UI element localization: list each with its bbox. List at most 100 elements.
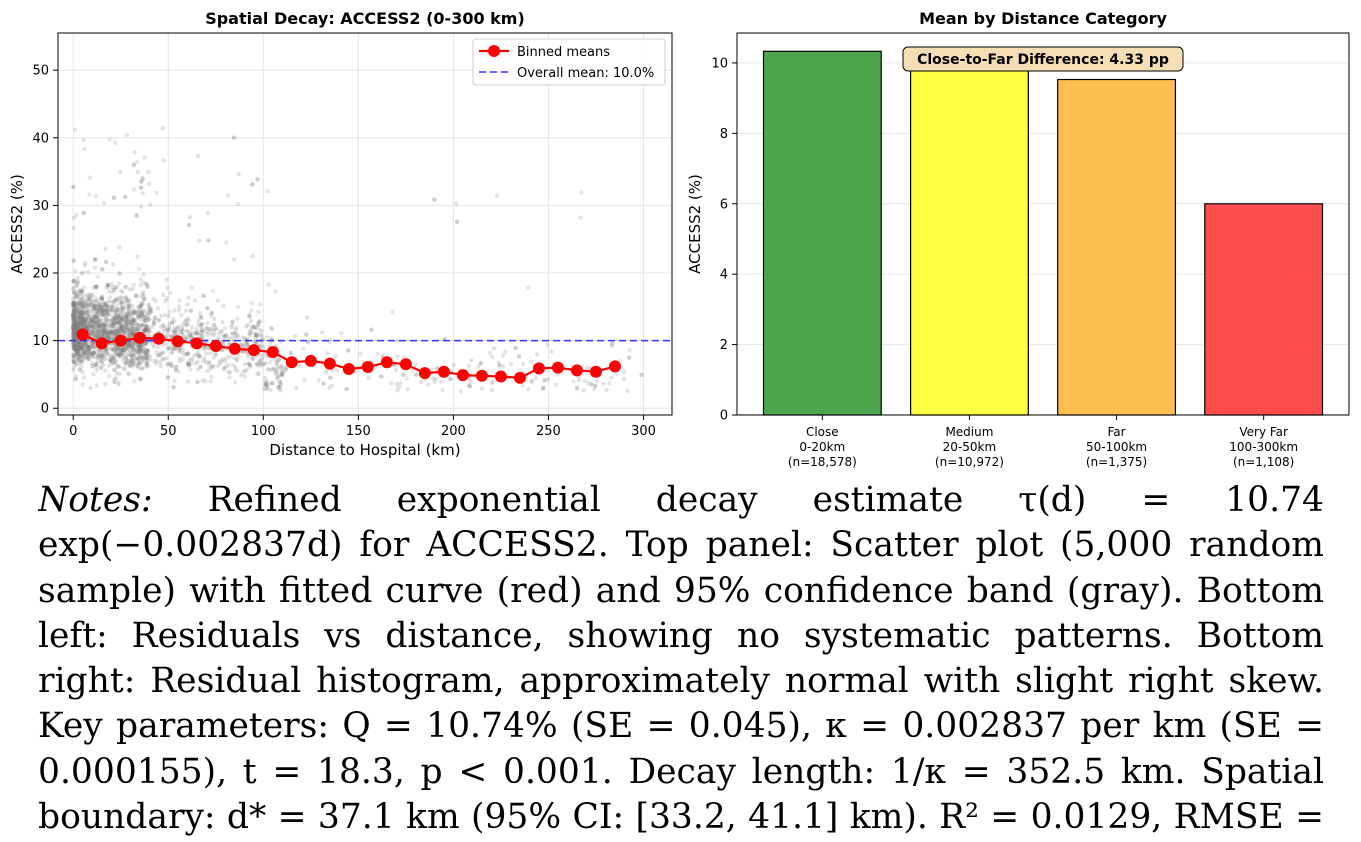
scatter-point [74, 292, 79, 298]
scatter-point [81, 317, 86, 323]
scatter-point [128, 352, 133, 358]
scatter-point [197, 332, 202, 337]
scatter-point [86, 294, 91, 300]
scatter-point [82, 320, 88, 325]
scatter-point [124, 345, 130, 351]
scatter-point [123, 360, 128, 365]
scatter-point [92, 303, 97, 308]
binned-mean-point [190, 337, 203, 350]
scatter-point [76, 296, 81, 301]
scatter-point [165, 362, 170, 367]
figure-notes: Notes: Refined exponential decay estimat… [38, 478, 1324, 838]
scatter-point [280, 373, 285, 378]
scatter-point [265, 334, 270, 340]
scatter-point [344, 386, 349, 392]
scatter-point [248, 330, 253, 335]
scatter-point [79, 320, 85, 325]
scatter-point [114, 302, 120, 308]
scatter-point [139, 300, 144, 306]
scatter-point [114, 320, 119, 325]
scatter-point [88, 344, 93, 349]
scatter-point [91, 324, 96, 330]
scatter-point [571, 379, 576, 384]
scatter-point [186, 318, 192, 323]
scatter-point [167, 310, 172, 315]
scatter-point [187, 215, 192, 220]
scatter-point [137, 352, 142, 357]
scatter-point [268, 381, 273, 386]
scatter-point [141, 272, 146, 277]
scatter-point [145, 309, 150, 315]
scatter-point [131, 330, 136, 336]
scatter-point [143, 328, 148, 333]
scatter-point [71, 359, 76, 364]
scatter-point [73, 268, 78, 274]
scatter-point [80, 312, 85, 318]
scatter-point [253, 325, 258, 331]
scatter-point [103, 348, 108, 353]
scatter-point [72, 308, 78, 313]
scatter-point [393, 367, 399, 373]
scatter-point [107, 307, 112, 313]
scatter-point [167, 321, 172, 326]
scatter-point [278, 381, 283, 386]
scatter-point [529, 359, 534, 365]
scatter-point [165, 362, 170, 367]
scatter-point [496, 360, 501, 365]
scatter-point [154, 190, 159, 195]
scatter-point [127, 313, 133, 318]
scatter-point [156, 353, 161, 358]
scatter-point [102, 300, 107, 306]
scatter-point [110, 330, 115, 336]
scatter-point [71, 258, 76, 263]
scatter-point [98, 365, 104, 370]
scatter-point [185, 302, 190, 307]
scatter-point [118, 347, 123, 353]
scatter-point [74, 284, 79, 289]
scatter-point [172, 330, 177, 335]
scatter-point [138, 377, 143, 382]
scatter-point [247, 362, 252, 368]
scatter-point [96, 353, 101, 358]
scatter-point [208, 350, 213, 356]
scatter-point [155, 344, 160, 349]
scatter-point [478, 361, 484, 366]
scatter-point [126, 331, 131, 336]
scatter-point [82, 303, 88, 309]
scatter-point [172, 328, 178, 333]
scatter-point [233, 364, 238, 369]
scatter-point [71, 312, 76, 317]
scatter-point [82, 263, 87, 268]
scatter-point [72, 322, 77, 327]
scatter-point [81, 317, 86, 323]
scatter-point [100, 302, 105, 307]
scatter-point [117, 330, 122, 335]
scatter-point [81, 323, 86, 328]
scatter-point [150, 342, 156, 347]
scatter-point [74, 294, 79, 300]
binned-mean-point [76, 328, 89, 341]
scatter-point [369, 327, 374, 332]
scatter-point [99, 296, 105, 302]
scatter-point [106, 331, 111, 336]
scatter-point [136, 348, 142, 354]
scatter-point [188, 332, 193, 338]
scatter-point [85, 345, 91, 350]
scatter-point [176, 307, 182, 313]
scatter-point [167, 324, 172, 329]
scatter-point [87, 344, 93, 349]
scatter-point [111, 329, 116, 335]
scatter-point [79, 297, 84, 302]
scatter-point [71, 313, 76, 319]
scatter-point [414, 372, 419, 377]
scatter-point [73, 376, 78, 382]
scatter-point [146, 349, 151, 354]
scatter-point [71, 342, 76, 347]
scatter-point [120, 316, 125, 321]
scatter-point [82, 348, 88, 353]
scatter-point [178, 349, 183, 354]
scatter-point [128, 327, 133, 332]
scatter-point [83, 317, 89, 322]
scatter-point [72, 327, 77, 333]
